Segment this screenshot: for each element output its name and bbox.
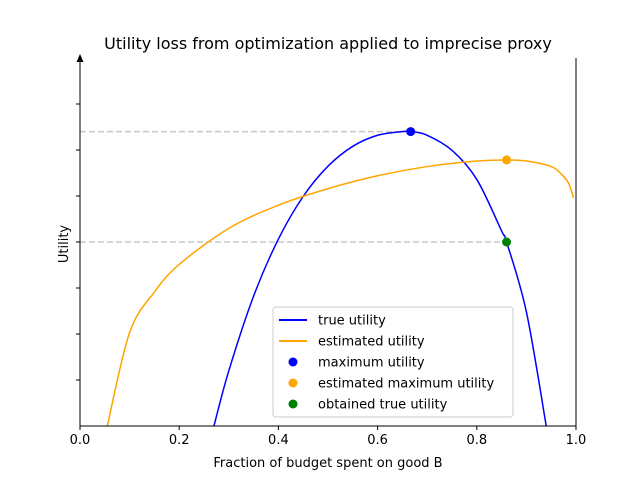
series-line-true-utility [213,130,547,426]
x-axis-title: Fraction of budget spent on good B [213,456,442,471]
plot-area: 0.0 0.2 0.4 0.6 0.8 1.0 [70,54,587,448]
legend-label-estimated-utility: estimated utility [318,335,425,350]
point-maximum-utility [406,127,416,137]
y-axis-title: Utility [57,225,72,264]
legend-swatch-estimated-maximum-utility [288,378,298,388]
x-tick-label: 0.2 [169,433,190,448]
legend-swatch-maximum-utility [288,357,298,367]
legend-label-estimated-maximum-utility: estimated maximum utility [318,377,494,392]
legend: true utility estimated utility maximum uti… [272,306,514,418]
y-axis-arrow-icon [76,54,84,62]
legend-swatch-obtained-true-utility [288,399,298,409]
x-axis-ticks: 0.0 0.2 0.4 0.6 0.8 1.0 [70,426,587,448]
series-points [406,127,512,247]
reference-lines [80,130,507,243]
x-tick-label: 0.0 [70,433,91,448]
x-tick-label: 0.4 [268,433,289,448]
chart-title: Utility loss from optimization applied t… [104,34,552,53]
legend-label-true-utility: true utility [318,314,386,329]
series-line-estimated-utility [106,159,575,426]
point-estimated-maximum-utility [502,155,512,165]
legend-box [272,306,514,418]
legend-label-obtained-true-utility: obtained true utility [318,398,448,413]
legend-label-maximum-utility: maximum utility [318,356,425,371]
point-obtained-true-utility [502,237,512,247]
y-axis-ticks [76,103,80,381]
series-lines [106,130,575,426]
x-tick-label: 1.0 [566,433,587,448]
x-tick-label: 0.6 [367,433,388,448]
x-tick-label: 0.8 [466,433,487,448]
